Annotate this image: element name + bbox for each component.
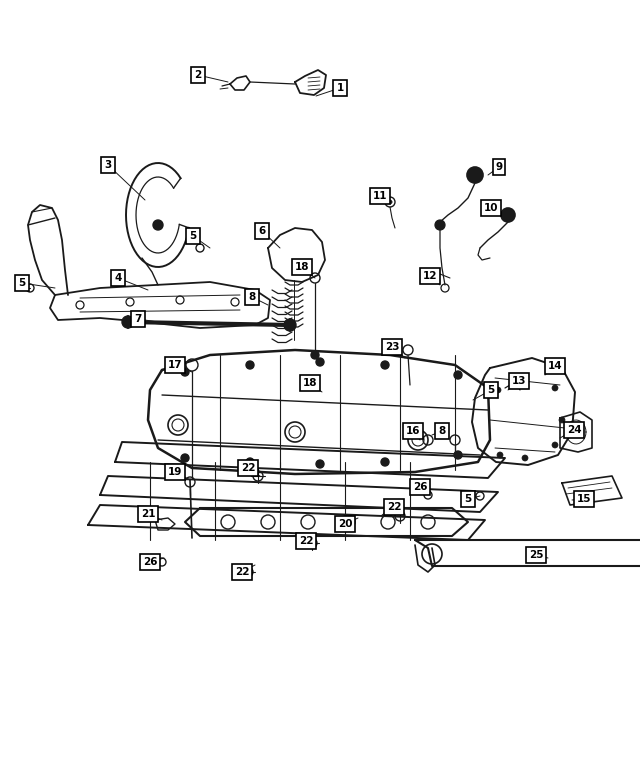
Circle shape: [552, 442, 558, 448]
Circle shape: [246, 361, 254, 369]
Text: 24: 24: [566, 425, 581, 435]
Text: 22: 22: [235, 567, 249, 577]
Text: 17: 17: [168, 360, 182, 370]
Text: 22: 22: [299, 536, 313, 546]
Circle shape: [316, 460, 324, 468]
Text: 1: 1: [337, 83, 344, 93]
Text: 26: 26: [413, 482, 428, 492]
Text: 18: 18: [295, 262, 309, 272]
Text: 22: 22: [241, 463, 255, 473]
Text: 19: 19: [168, 467, 182, 477]
Text: 21: 21: [141, 509, 156, 519]
Text: 6: 6: [259, 226, 266, 236]
Circle shape: [497, 452, 503, 458]
Text: 15: 15: [577, 494, 591, 504]
Circle shape: [284, 319, 296, 331]
Text: 2: 2: [195, 70, 202, 80]
Text: 7: 7: [134, 314, 141, 324]
Text: 8: 8: [248, 292, 255, 302]
Text: 13: 13: [512, 376, 526, 386]
Circle shape: [470, 170, 480, 180]
Circle shape: [246, 458, 254, 466]
Text: 10: 10: [484, 203, 499, 213]
Text: 26: 26: [143, 557, 157, 567]
Text: 3: 3: [104, 160, 111, 170]
Text: 25: 25: [529, 550, 543, 560]
Text: 23: 23: [385, 342, 399, 352]
Circle shape: [181, 368, 189, 376]
Circle shape: [559, 417, 565, 423]
Circle shape: [381, 458, 389, 466]
Circle shape: [311, 351, 319, 359]
Text: 5: 5: [488, 385, 495, 395]
Text: 8: 8: [438, 426, 445, 436]
Circle shape: [454, 371, 462, 379]
Text: 9: 9: [495, 162, 502, 172]
Circle shape: [435, 220, 445, 230]
Text: 18: 18: [303, 378, 317, 388]
Circle shape: [316, 358, 324, 366]
Text: 20: 20: [338, 519, 352, 529]
Text: 14: 14: [548, 361, 563, 371]
Circle shape: [501, 208, 515, 222]
Circle shape: [522, 455, 528, 461]
Text: 12: 12: [423, 271, 437, 281]
Circle shape: [552, 385, 558, 391]
Text: 16: 16: [406, 426, 420, 436]
Text: 5: 5: [465, 494, 472, 504]
Circle shape: [522, 379, 528, 385]
Text: 5: 5: [19, 278, 26, 288]
Circle shape: [122, 316, 134, 328]
Text: 22: 22: [387, 502, 401, 512]
Circle shape: [495, 387, 501, 393]
Circle shape: [181, 454, 189, 462]
Text: 4: 4: [115, 273, 122, 283]
Circle shape: [467, 167, 483, 183]
Text: 11: 11: [372, 191, 387, 201]
Circle shape: [153, 220, 163, 230]
Circle shape: [454, 451, 462, 459]
Text: 5: 5: [189, 231, 196, 241]
Circle shape: [388, 200, 392, 204]
Circle shape: [381, 361, 389, 369]
